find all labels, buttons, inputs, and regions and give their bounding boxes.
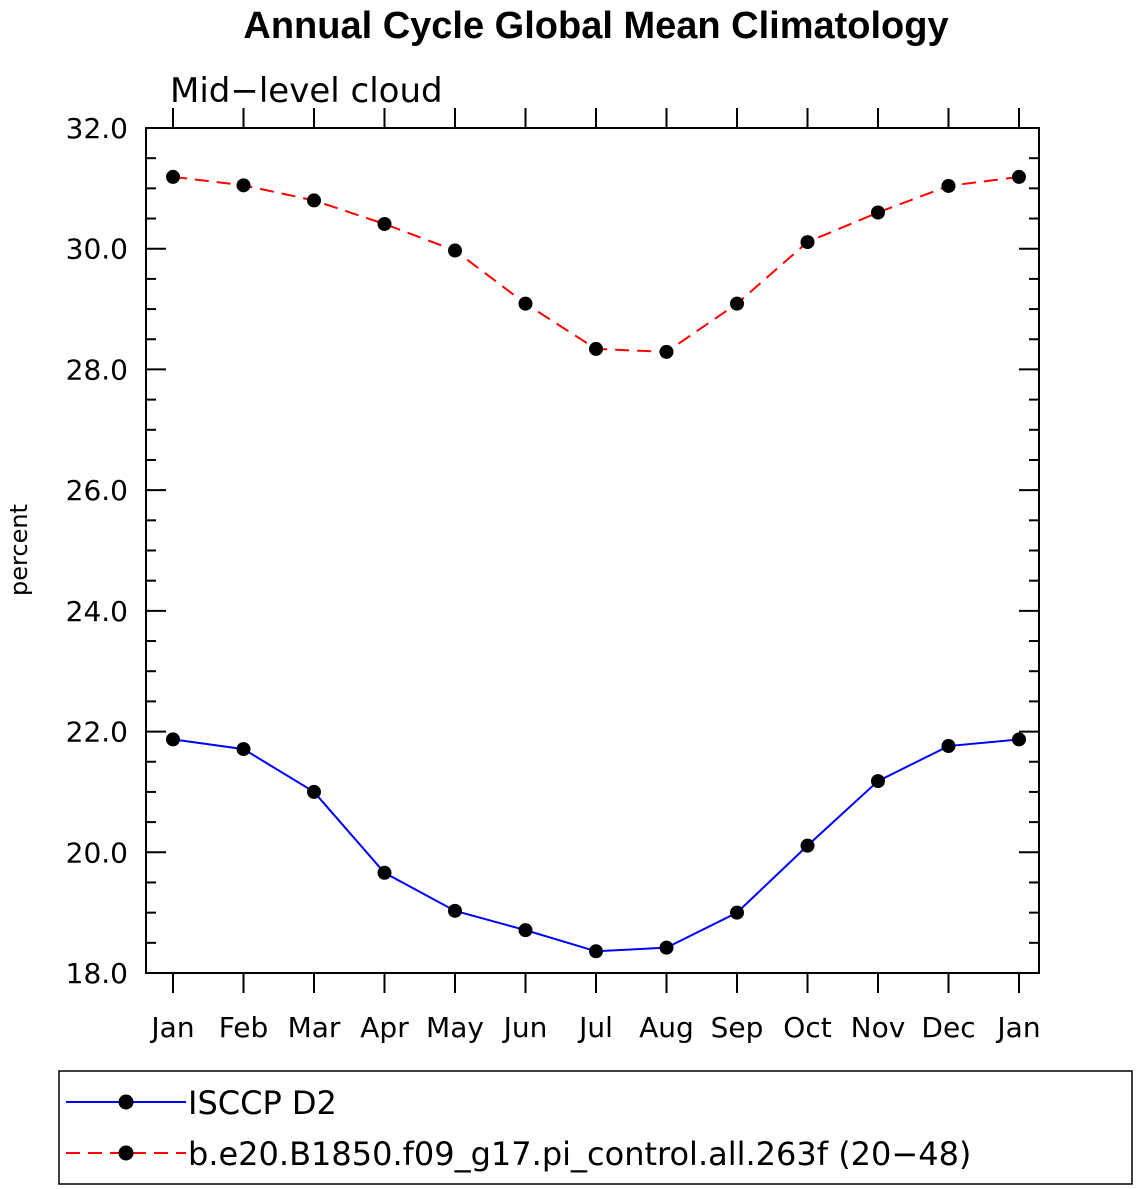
y-tick-label: 32.0 (66, 112, 128, 145)
y-tick-label: 22.0 (66, 716, 128, 749)
y-axis-ticks: 18.0 20.0 22.0 24.0 26.0 28.0 30.0 32.0 (66, 112, 1039, 990)
data-point-series-0 (730, 905, 744, 920)
series-line-1 (172, 175, 1020, 353)
data-point-series-1 (377, 216, 392, 231)
data-point-series-1 (448, 243, 462, 258)
legend-label-isccp: ISCCP D2 (188, 1084, 337, 1122)
x-tick-label: Jan (149, 1011, 194, 1044)
x-tick-label: Nov (851, 1011, 906, 1044)
x-tick-label: Jun (502, 1011, 548, 1044)
x-tick-label: May (426, 1011, 484, 1044)
x-tick-label: Feb (219, 1011, 269, 1044)
data-point-series-1 (659, 344, 674, 359)
x-tick-label: Apr (360, 1011, 409, 1044)
x-tick-label: Mar (288, 1011, 341, 1044)
data-point-series-0 (518, 923, 533, 938)
legend-label-model: b.e20.B1850.f09_g17.pi_control.all.263f … (188, 1135, 971, 1173)
x-tick-label: Sep (711, 1011, 764, 1044)
y-tick-label: 26.0 (66, 474, 128, 507)
data-point-series-0 (1012, 732, 1026, 747)
data-point-series-0 (659, 940, 674, 955)
plot-axes (145, 127, 1040, 974)
data-point-series-1 (1012, 169, 1026, 184)
data-point-series-0 (589, 944, 603, 959)
legend: ISCCP D2 b.e20.B1850.f09_g17.pi_control.… (58, 1070, 1133, 1185)
series-line-0 (172, 738, 1020, 953)
data-point-series-0 (166, 732, 180, 747)
x-axis-ticks: Jan Feb Mar Apr May Jun Jul Aug Sep Oct Nov Dec Jan (149, 108, 1041, 1044)
y-tick-label: 18.0 (66, 957, 128, 990)
data-point-series-0 (800, 838, 815, 853)
legend-marker-isccp (118, 1094, 134, 1110)
x-tick-label: Aug (639, 1011, 694, 1044)
legend-box (58, 1070, 1133, 1185)
data-point-series-1 (730, 296, 744, 311)
data-point-series-1 (166, 169, 180, 184)
data-point-series-0 (448, 903, 462, 918)
data-point-series-1 (307, 193, 321, 208)
y-tick-label: 28.0 (66, 353, 128, 386)
data-point-series-0 (871, 774, 885, 789)
data-point-series-1 (236, 178, 251, 193)
y-tick-label: 24.0 (66, 595, 128, 628)
x-tick-label: Dec (921, 1011, 975, 1044)
x-tick-label: Jul (577, 1011, 613, 1044)
y-tick-label: 20.0 (66, 836, 128, 869)
data-point-series-0 (236, 742, 251, 757)
data-point-series-0 (307, 784, 321, 799)
data-point-series-1 (800, 235, 815, 250)
legend-marker-model (118, 1145, 134, 1161)
y-tick-label: 30.0 (66, 233, 128, 266)
data-point-series-0 (941, 739, 956, 754)
data-point-series-1 (589, 341, 603, 356)
series-layer (166, 169, 1026, 959)
chart-title: Annual Cycle Global Mean Climatology (243, 5, 948, 47)
data-point-series-1 (518, 296, 533, 311)
data-point-series-1 (871, 205, 885, 220)
chart-subtitle: Mid−level cloud (170, 71, 443, 111)
data-point-series-1 (941, 178, 956, 193)
x-tick-label: Oct (783, 1011, 831, 1044)
y-axis-label: percent (5, 504, 33, 596)
x-tick-label: Jan (995, 1011, 1040, 1044)
data-point-series-0 (377, 865, 392, 880)
plot-frame (145, 127, 1040, 974)
